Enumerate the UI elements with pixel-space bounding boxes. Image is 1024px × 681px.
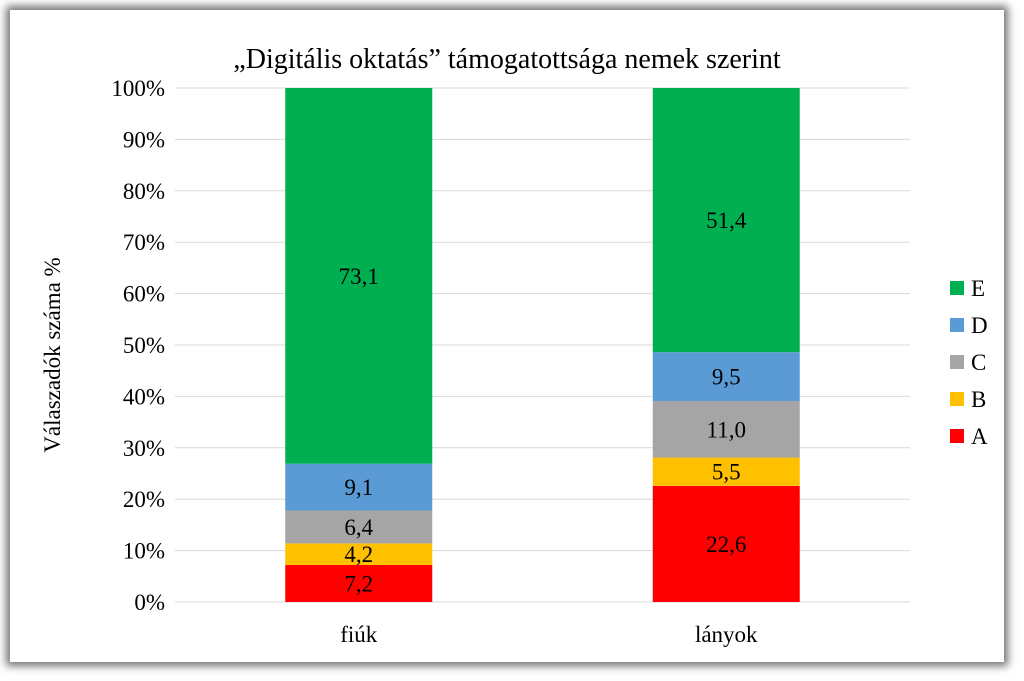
legend-swatch	[950, 392, 964, 406]
data-label: 4,2	[344, 542, 373, 567]
legend-label: A	[971, 424, 988, 449]
bar-segment-a	[652, 485, 800, 602]
data-label: 5,5	[712, 460, 741, 485]
bar-segment-a	[285, 564, 433, 602]
bar-segment-c	[285, 510, 433, 544]
legend-swatch	[950, 355, 964, 369]
bar-segment-d	[285, 463, 433, 511]
data-labels: 7,2 4,26,4 9,1 73,1 22,6 5,5 11,0 9,5 51,4	[339, 208, 747, 596]
chart-frame: „Digitális oktatás” támogatottsága nemek…	[10, 10, 1004, 662]
y-tick-label: 20%	[123, 487, 165, 512]
data-label: 6,4	[344, 515, 373, 540]
bar-segment-b	[652, 457, 800, 486]
bar-segment-e	[652, 88, 800, 353]
stacked-bar-chart: „Digitális oktatás” támogatottsága nemek…	[40, 44, 988, 647]
data-label: 73,1	[339, 264, 379, 289]
legend-swatch	[950, 281, 964, 295]
y-tick-label: 40%	[123, 384, 165, 409]
bar-segment-e	[285, 88, 433, 464]
x-axis-ticks: fiúk lányok	[340, 622, 758, 647]
y-tick-label: 60%	[123, 282, 165, 307]
data-label: 22,6	[706, 532, 746, 557]
chart-title: „Digitális oktatás” támogatottsága nemek…	[233, 44, 781, 75]
y-tick-label: 50%	[123, 333, 165, 358]
legend-swatch	[950, 429, 964, 443]
bar-segment-c	[652, 401, 800, 458]
y-tick-label: 90%	[123, 127, 165, 152]
x-tick-label: fiúk	[340, 622, 378, 647]
legend-label: C	[971, 350, 986, 375]
legend-label: B	[971, 387, 986, 412]
data-label: 9,5	[712, 365, 741, 390]
bars	[285, 88, 800, 602]
bar-segment-d	[652, 352, 800, 402]
y-tick-label: 100%	[111, 76, 165, 101]
data-label: 9,1	[344, 475, 373, 500]
legend-label: E	[971, 276, 985, 301]
data-label: 51,4	[706, 208, 747, 233]
y-tick-label: 30%	[123, 436, 165, 461]
y-tick-label: 10%	[123, 539, 165, 564]
bar-segment-b	[285, 543, 433, 565]
y-tick-label: 0%	[134, 590, 165, 615]
y-axis-ticks: 0% 10% 20% 30% 40% 50% 60% 70% 80% 90% 100%	[111, 76, 165, 615]
y-tick-label: 70%	[123, 230, 165, 255]
legend-label: D	[971, 313, 988, 338]
legend-swatch	[950, 318, 964, 332]
y-axis-label: Válaszadók száma %	[40, 257, 65, 452]
x-tick-label: lányok	[695, 622, 758, 647]
y-tick-label: 80%	[123, 179, 165, 204]
data-label: 11,0	[707, 417, 746, 442]
data-label: 7,2	[344, 571, 373, 596]
